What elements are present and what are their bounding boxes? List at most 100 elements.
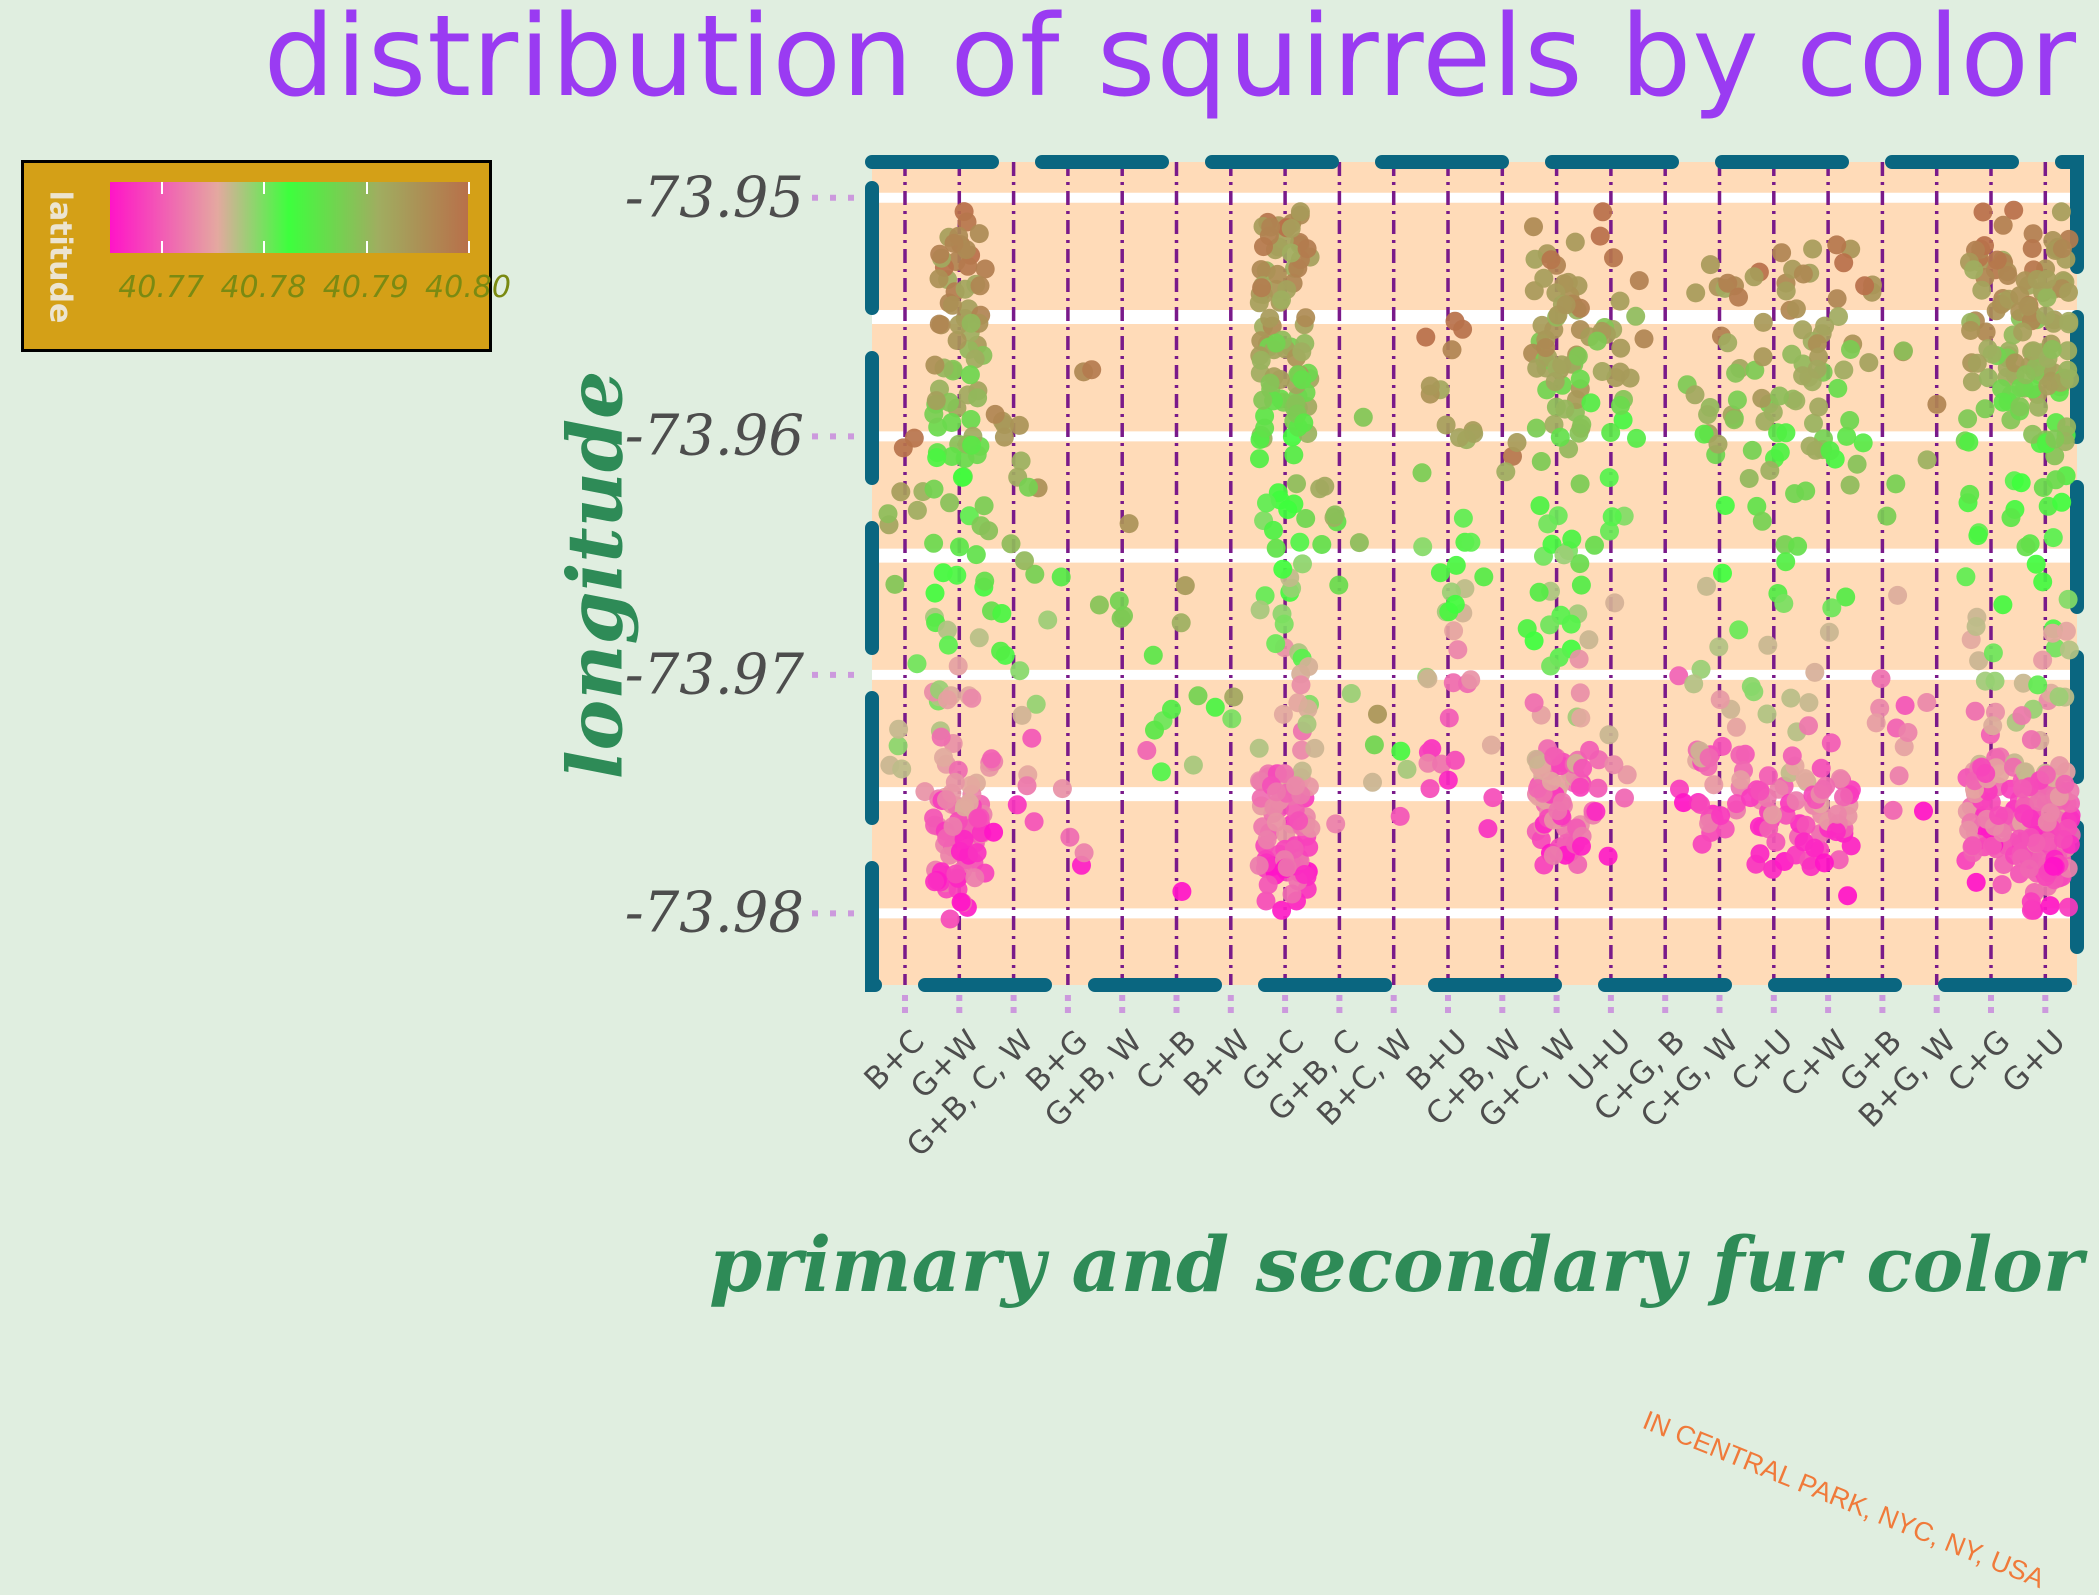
data-point xyxy=(1541,250,1561,270)
data-point xyxy=(1143,645,1163,665)
data-point xyxy=(994,427,1014,447)
data-point xyxy=(1729,620,1749,640)
data-point xyxy=(1052,779,1072,799)
data-point xyxy=(1586,802,1606,822)
data-point xyxy=(1859,353,1879,373)
data-point xyxy=(1786,299,1806,319)
data-point xyxy=(1917,450,1937,470)
data-point xyxy=(1961,321,1981,340)
data-point xyxy=(961,776,981,795)
data-point xyxy=(1963,836,1982,856)
data-point xyxy=(1290,532,1310,552)
data-point xyxy=(1959,820,1979,840)
data-point xyxy=(2040,896,2060,916)
data-point xyxy=(1976,322,1996,342)
data-point xyxy=(1866,713,1886,733)
legend-tick xyxy=(468,241,470,253)
data-point xyxy=(1877,506,1897,526)
data-point xyxy=(1151,762,1171,782)
data-point xyxy=(1281,243,1301,263)
data-point xyxy=(1287,474,1306,494)
data-point xyxy=(1305,738,1325,758)
data-point xyxy=(1260,308,1280,328)
data-point xyxy=(1443,673,1463,693)
data-point xyxy=(1291,675,1311,695)
data-point xyxy=(1726,717,1746,737)
data-point xyxy=(942,447,962,466)
legend-tick xyxy=(263,241,266,253)
data-point xyxy=(1315,476,1335,496)
data-point xyxy=(929,269,949,289)
legend-tick-label: 40.80 xyxy=(425,270,511,305)
data-point xyxy=(1258,875,1278,895)
data-point xyxy=(1615,788,1634,808)
data-point xyxy=(2045,429,2065,449)
data-point xyxy=(1436,415,1456,435)
data-point xyxy=(2029,397,2048,417)
data-point xyxy=(1710,690,1730,710)
data-point xyxy=(1827,289,1847,309)
data-point xyxy=(2059,314,2079,334)
data-point xyxy=(1171,613,1191,633)
data-point xyxy=(1368,704,1387,724)
data-point xyxy=(1590,226,1610,246)
data-point xyxy=(1610,291,1630,311)
data-point xyxy=(1292,370,1312,390)
data-point xyxy=(1975,399,1995,419)
data-point xyxy=(2033,572,2053,592)
data-point xyxy=(1222,709,1242,729)
data-point xyxy=(1554,545,1574,565)
plot-area xyxy=(812,155,2084,1015)
data-point xyxy=(947,331,967,350)
legend-tick-label: 40.78 xyxy=(220,270,307,305)
data-point xyxy=(1836,587,1856,607)
data-point xyxy=(1989,806,2009,825)
data-point xyxy=(1602,507,1622,527)
data-point xyxy=(1292,761,1312,781)
data-point xyxy=(1627,428,1646,448)
data-point xyxy=(1019,477,1038,497)
data-point xyxy=(1992,875,2012,895)
data-point xyxy=(1814,853,1834,873)
data-point xyxy=(1983,716,2003,736)
data-point xyxy=(1445,594,1465,614)
data-point xyxy=(1015,551,1034,571)
data-point xyxy=(1626,306,1646,326)
data-point xyxy=(2043,623,2063,643)
data-point xyxy=(1007,795,1027,815)
data-point xyxy=(1353,407,1373,427)
data-point xyxy=(1841,340,1860,359)
data-point xyxy=(1840,411,1860,430)
legend-tick xyxy=(365,241,368,253)
data-point xyxy=(1834,360,1854,380)
data-point xyxy=(1815,316,1835,336)
data-point xyxy=(1299,837,1319,857)
data-point xyxy=(1545,372,1565,392)
data-point xyxy=(1729,287,1748,307)
data-point xyxy=(1038,610,1058,630)
data-point xyxy=(1803,239,1823,259)
data-point xyxy=(1253,390,1273,410)
data-point xyxy=(1831,769,1850,789)
data-point xyxy=(1889,766,1909,786)
data-point xyxy=(937,790,956,810)
data-point xyxy=(1747,496,1767,516)
data-point xyxy=(1709,637,1729,657)
data-point xyxy=(1562,529,1582,549)
data-point xyxy=(1807,359,1827,379)
data-point xyxy=(1483,788,1503,808)
data-point xyxy=(1998,266,2018,285)
data-point xyxy=(1674,793,1693,813)
data-point xyxy=(1277,857,1297,877)
data-point xyxy=(1541,771,1561,791)
data-point xyxy=(1082,360,1102,380)
data-point xyxy=(961,313,981,333)
data-point xyxy=(1461,670,1481,690)
data-point xyxy=(1753,347,1773,367)
data-point xyxy=(1543,846,1563,865)
data-point xyxy=(1267,782,1286,802)
data-point xyxy=(1568,346,1588,366)
data-point xyxy=(1527,358,1547,378)
data-point xyxy=(975,259,995,279)
data-point xyxy=(1448,640,1468,660)
